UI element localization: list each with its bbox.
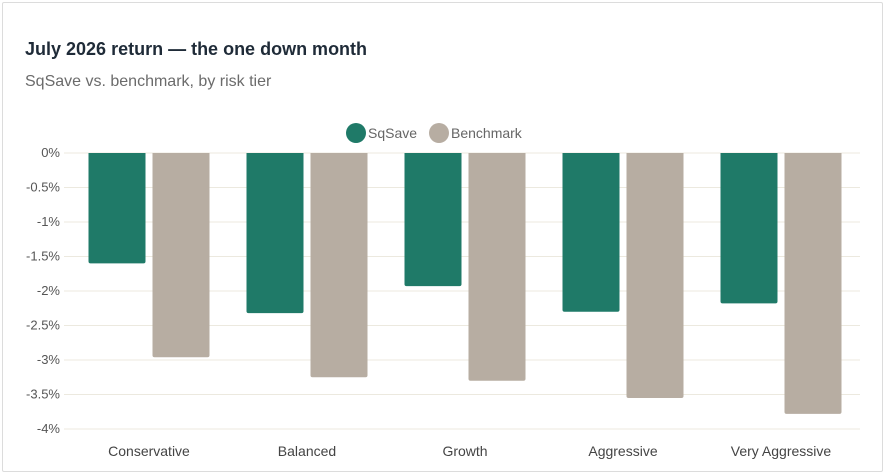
bar-sqsave bbox=[88, 153, 146, 264]
x-axis: Conservative Balanced Growth Aggressive Very… bbox=[108, 443, 831, 459]
legend: SqSave Benchmark bbox=[346, 123, 523, 143]
bar-sqsave bbox=[562, 153, 620, 312]
legend-label: SqSave bbox=[368, 125, 417, 141]
y-tick-label: -1% bbox=[37, 214, 61, 229]
y-tick-label: -4% bbox=[37, 421, 61, 436]
bar-benchmark bbox=[626, 153, 684, 398]
bar-benchmark bbox=[468, 153, 526, 381]
legend-swatch-sqsave bbox=[346, 123, 366, 143]
x-tick-label: Balanced bbox=[278, 443, 336, 459]
y-tick-label: 0% bbox=[41, 145, 60, 160]
bar-sqsave bbox=[720, 153, 778, 304]
x-tick-label: Growth bbox=[442, 443, 487, 459]
legend-swatch-benchmark bbox=[429, 123, 449, 143]
bars bbox=[88, 153, 842, 414]
y-tick-label: -3.5% bbox=[26, 387, 60, 402]
chart-title: July 2026 return — the one down month bbox=[25, 39, 368, 59]
x-tick-label: Conservative bbox=[108, 443, 190, 459]
y-tick-label: -2.5% bbox=[26, 318, 60, 333]
legend-label: Benchmark bbox=[451, 125, 523, 141]
bar-sqsave bbox=[404, 153, 462, 287]
x-tick-label: Aggressive bbox=[588, 443, 657, 459]
bar-sqsave bbox=[246, 153, 304, 314]
y-tick-label: -1.5% bbox=[26, 249, 60, 264]
x-tick-label: Very Aggressive bbox=[731, 443, 832, 459]
y-tick-label: -3% bbox=[37, 352, 61, 367]
chart-subtitle: SqSave vs. benchmark, by risk tier bbox=[25, 73, 272, 90]
y-tick-label: -2% bbox=[37, 283, 61, 298]
y-tick-label: -0.5% bbox=[26, 180, 60, 195]
bar-benchmark bbox=[310, 153, 368, 378]
bar-benchmark bbox=[784, 153, 842, 414]
bar-benchmark bbox=[152, 153, 210, 358]
y-axis: 0% -0.5% -1% -1.5% -2% -2.5% -3% -3.5% -4% bbox=[26, 145, 60, 436]
